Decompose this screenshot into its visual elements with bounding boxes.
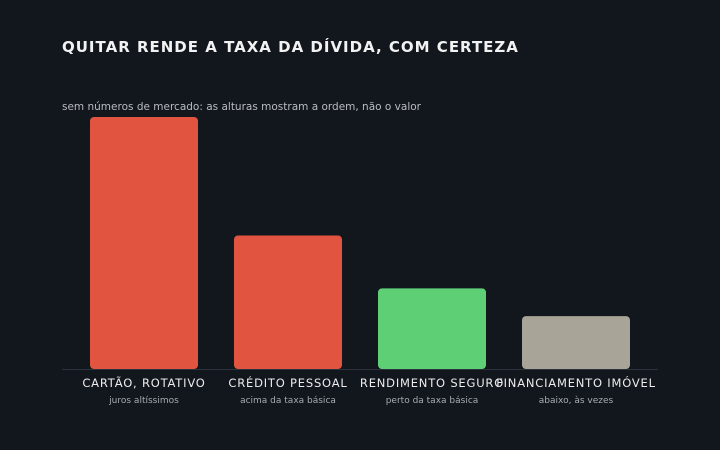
bar-4 [522,316,630,369]
category-label: CARTÃO, ROTATIVO [82,375,205,390]
chart-subtitle: sem números de mercado: as alturas mostr… [62,101,421,113]
category-label: RENDIMENTO SEGURO [360,376,504,390]
bar-1 [90,117,198,369]
bar-2 [234,235,342,369]
bar-3 [378,288,486,369]
category-note: abaixo, às vezes [539,396,614,406]
category-note: acima da taxa básica [240,396,336,406]
category-note: juros altíssimos [108,396,179,406]
category-note: perto da taxa básica [386,396,479,406]
chart-title: QUITAR RENDE A TAXA DA DÍVIDA, COM CERTE… [62,38,519,56]
category-label: CRÉDITO PESSOAL [228,375,347,390]
category-label: FINANCIAMENTO IMÓVEL [496,375,656,390]
